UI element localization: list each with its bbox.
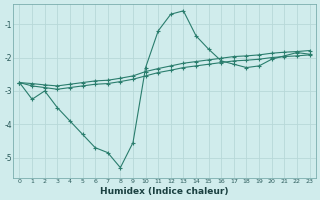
X-axis label: Humidex (Indice chaleur): Humidex (Indice chaleur) [100, 187, 229, 196]
